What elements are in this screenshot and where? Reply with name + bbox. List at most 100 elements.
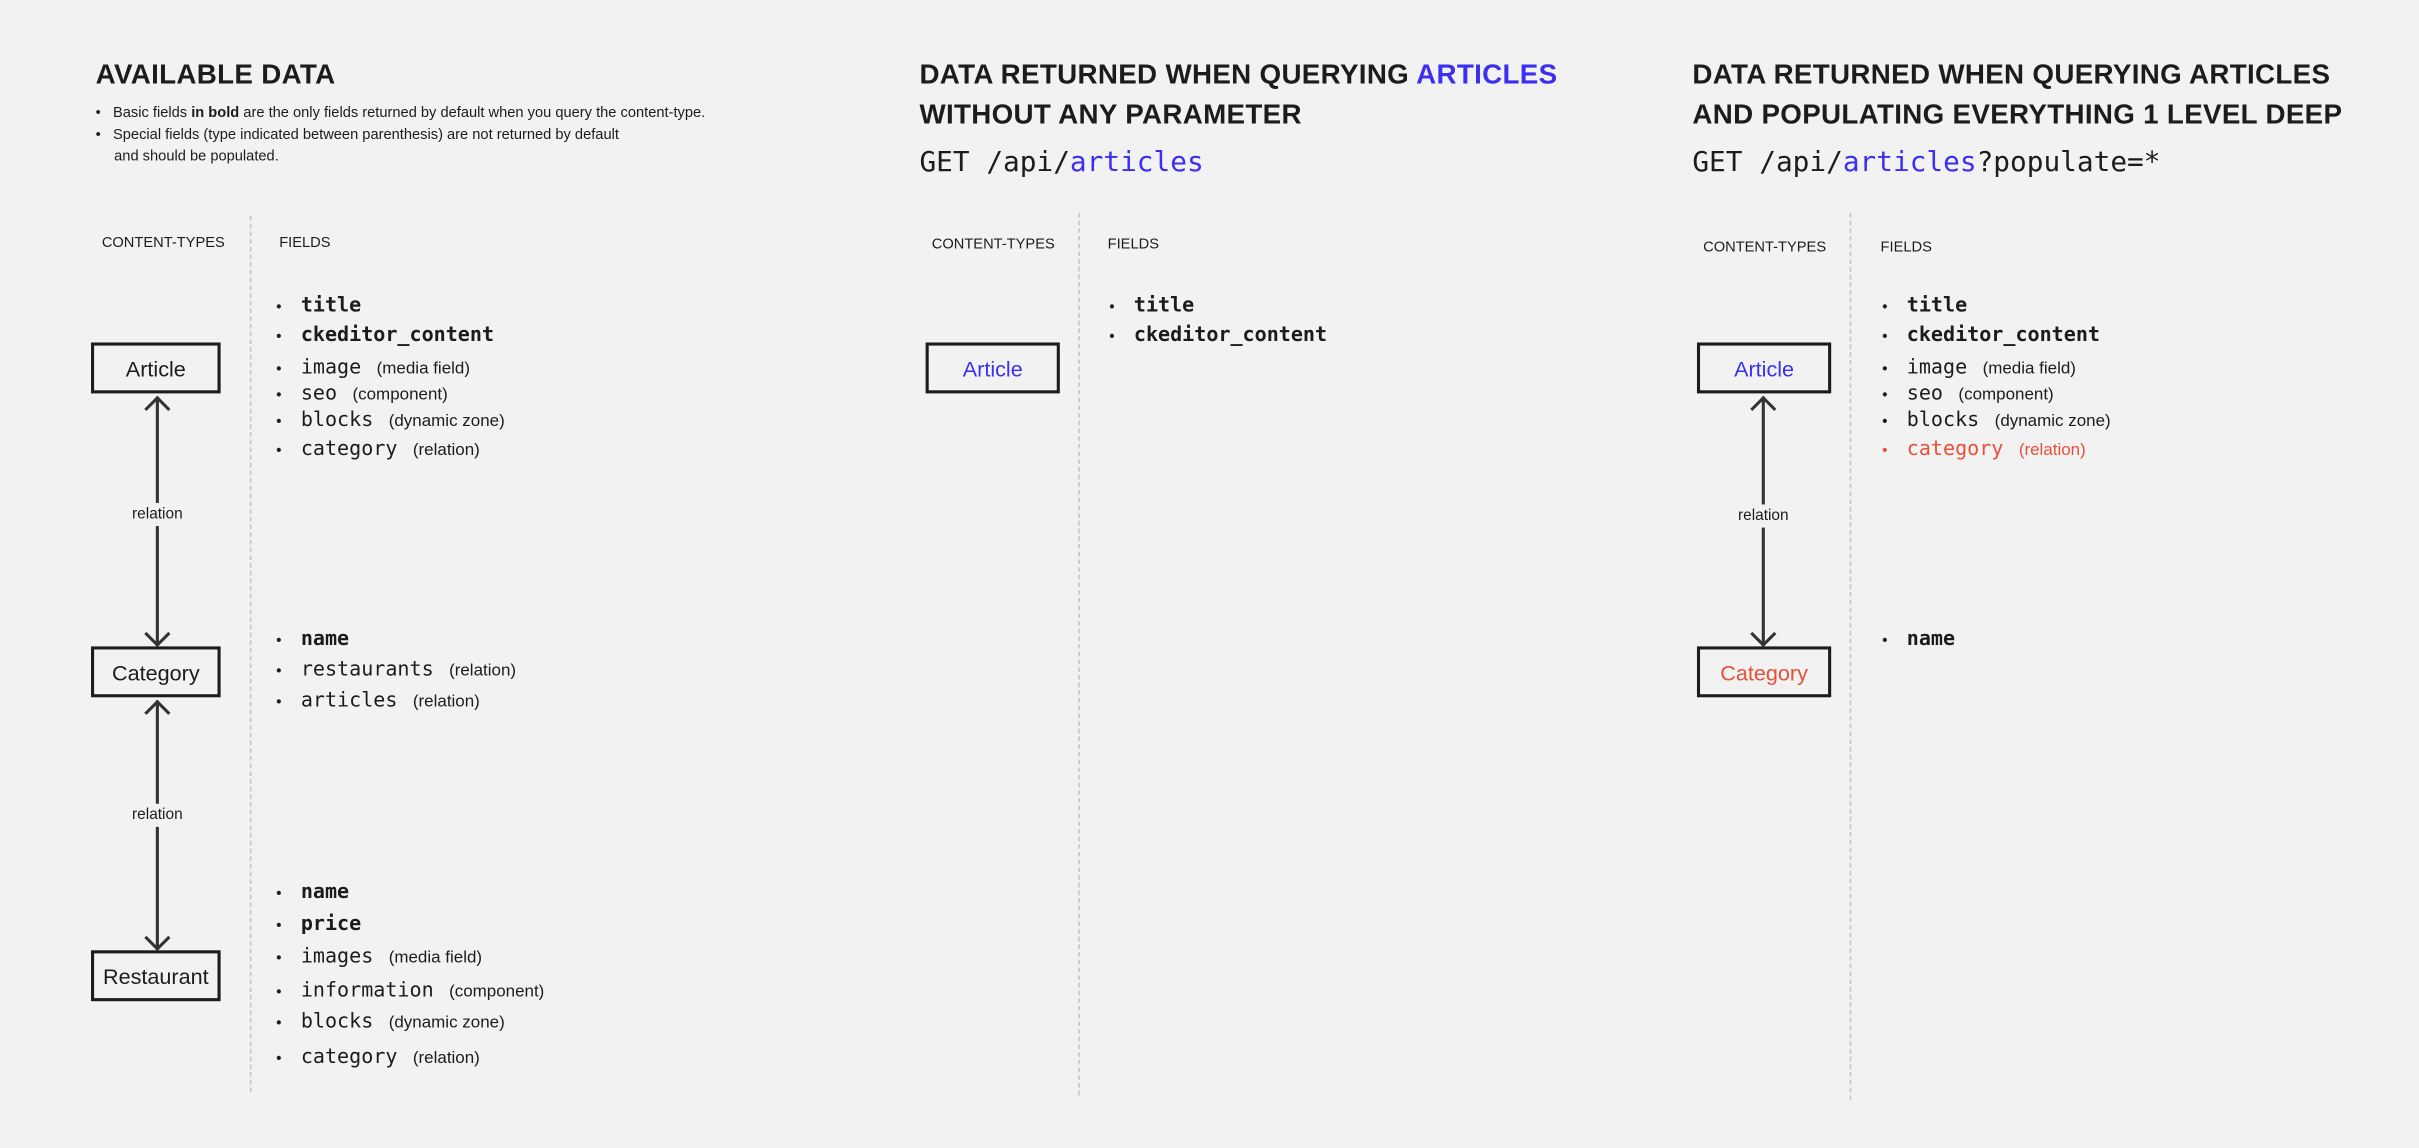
bullet: • xyxy=(276,694,282,712)
field-name: name xyxy=(1906,627,1956,652)
field-type: (dynamic zone) xyxy=(1994,411,2111,431)
field-type: (dynamic zone) xyxy=(388,1013,505,1033)
path: /api/ xyxy=(1742,146,1843,179)
note-2-cont: and should be populated. xyxy=(114,148,279,166)
field-name: ckeditor_content xyxy=(1906,323,2100,348)
field-item: • ckeditor_content xyxy=(1109,324,1327,347)
field-name: price xyxy=(300,913,362,937)
bullet: • xyxy=(276,950,282,968)
type-article: Article xyxy=(1696,342,1832,394)
type-article: Article xyxy=(925,342,1060,394)
http-method: GET xyxy=(1692,146,1743,179)
field-item: • blocks (dynamic zone) xyxy=(276,1010,505,1033)
type-article: Article xyxy=(91,342,221,394)
title-text: DATA RETURNED WHEN QUERYING xyxy=(919,58,1417,90)
field-name: name xyxy=(300,880,350,905)
bullet: • xyxy=(1882,413,1888,431)
note-text: Special fields (type indicated between p… xyxy=(113,126,619,144)
field-type: (media field) xyxy=(388,948,483,968)
header-fields: FIELDS xyxy=(1880,239,1932,257)
field-name: title xyxy=(1133,294,1195,318)
http-method: GET xyxy=(919,146,970,179)
relation-label: relation xyxy=(132,803,183,827)
path: /api/ xyxy=(969,146,1070,179)
field-type: (component) xyxy=(449,982,545,1002)
field-type: (media field) xyxy=(376,359,471,378)
field-item: • price xyxy=(276,913,361,936)
field-item: • title xyxy=(1109,295,1194,318)
request-line: GET /api/articles xyxy=(919,147,1203,179)
header-content-types: CONTENT-TYPES xyxy=(101,234,225,252)
title-text: AND POPULATING EVERYTHING 1 LEVEL DEEP xyxy=(1692,98,2343,130)
bullet: • xyxy=(1882,299,1888,317)
field-name: image xyxy=(300,356,362,380)
bullet: • xyxy=(276,663,282,681)
field-name: blocks xyxy=(300,1010,374,1034)
field-name: ckeditor_content xyxy=(1133,323,1328,348)
bullet: • xyxy=(1109,299,1115,317)
field-name: title xyxy=(1906,294,1968,318)
field-type: (media field) xyxy=(1982,359,2076,378)
field-name: blocks xyxy=(300,408,374,432)
resource: articles xyxy=(1842,146,1977,179)
bullet: • xyxy=(276,1050,282,1068)
field-name: information xyxy=(300,979,434,1003)
field-type: (component) xyxy=(1958,385,2054,405)
type-category: Category xyxy=(91,646,221,698)
field-item: • image (media field) xyxy=(1882,356,2076,379)
divider xyxy=(249,215,252,1093)
field-item: • title xyxy=(1882,295,1967,318)
field-item: • blocks (dynamic zone) xyxy=(276,409,505,432)
bullet: • xyxy=(276,1015,282,1033)
bullet: • xyxy=(276,917,282,935)
title-text: DATA RETURNED WHEN QUERYING ARTICLES xyxy=(1692,58,2331,90)
title-highlight: ARTICLES xyxy=(1416,58,1558,90)
field-type: (relation) xyxy=(2018,441,2086,460)
header-fields: FIELDS xyxy=(279,234,331,252)
panel3-title: DATA RETURNED WHEN QUERYING ARTICLES AND … xyxy=(1692,54,2342,134)
field-item: • name xyxy=(276,881,349,904)
field-name: blocks xyxy=(1906,408,1980,432)
header-fields: FIELDS xyxy=(1107,236,1159,254)
field-item: • articles (relation) xyxy=(276,690,480,713)
bullet: • xyxy=(276,885,282,903)
field-item: • image (media field) xyxy=(276,356,470,379)
field-name: articles xyxy=(300,689,398,713)
bullet: • xyxy=(276,413,282,431)
field-name: seo xyxy=(1906,382,1944,406)
field-type: (relation) xyxy=(412,1049,480,1068)
bullet: • xyxy=(276,360,282,378)
request-line: GET /api/articles?populate=* xyxy=(1692,147,2160,179)
field-item: • title xyxy=(276,295,361,318)
note-text: are the only fields returned by default … xyxy=(239,104,706,122)
field-name: restaurants xyxy=(300,658,434,682)
bullet: • xyxy=(276,984,282,1002)
field-name: ckeditor_content xyxy=(300,323,495,348)
header-content-types: CONTENT-TYPES xyxy=(931,236,1055,254)
field-name: seo xyxy=(300,382,338,406)
bullet: • xyxy=(276,442,282,460)
field-item: • ckeditor_content xyxy=(276,324,494,347)
field-name: image xyxy=(1906,356,1968,380)
relation-label: relation xyxy=(132,502,183,527)
bullet: • xyxy=(1109,328,1115,346)
relation-label: relation xyxy=(1737,504,1789,528)
divider xyxy=(1078,212,1080,1096)
header-content-types: CONTENT-TYPES xyxy=(1703,239,1827,257)
type-restaurant: Restaurant xyxy=(91,950,221,1002)
field-item: • restaurants (relation) xyxy=(276,659,516,682)
bullet: • xyxy=(1882,442,1888,460)
panel1-title: AVAILABLE DATA xyxy=(95,58,336,90)
field-item: • seo (component) xyxy=(1882,383,2054,406)
field-item: • name xyxy=(1882,628,1955,651)
field-item: • information (component) xyxy=(276,980,544,1003)
panel2-title: DATA RETURNED WHEN QUERYING ARTICLES WITH… xyxy=(919,54,1557,134)
divider xyxy=(1849,212,1852,1100)
field-type: (component) xyxy=(352,385,448,405)
field-item: • seo (component) xyxy=(276,383,448,406)
note-1: • Basic fields in bold are the only fiel… xyxy=(95,104,706,122)
field-item: • blocks (dynamic zone) xyxy=(1882,409,2111,432)
bullet: • xyxy=(1882,632,1888,650)
field-type: (relation) xyxy=(412,441,480,460)
